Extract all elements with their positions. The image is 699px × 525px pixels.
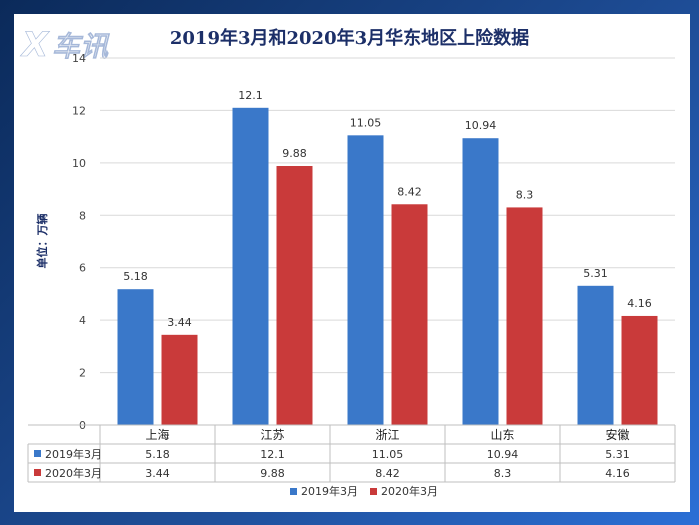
table-cell: 11.05 (372, 448, 404, 461)
table-cell: 5.18 (145, 448, 170, 461)
bar (506, 207, 543, 425)
table-cell: 4.16 (605, 467, 630, 480)
data-label: 8.42 (397, 185, 422, 198)
category-label: 安徽 (605, 427, 629, 442)
svg-text:X: X (20, 25, 50, 65)
table-cell: 3.44 (145, 467, 170, 480)
data-label: 11.05 (350, 116, 382, 129)
y-tick-label: 14 (72, 52, 86, 65)
table-legend-key (34, 469, 41, 476)
data-label: 10.94 (465, 119, 497, 132)
legend-label: 2020年3月 (381, 484, 438, 498)
y-tick-label: 10 (72, 157, 86, 170)
table-series-name: 2019年3月 (45, 447, 102, 461)
category-label: 山东 (490, 428, 514, 442)
table-legend-key (34, 450, 41, 457)
y-tick-label: 6 (79, 262, 86, 275)
y-tick-label: 2 (79, 367, 86, 380)
bar (391, 204, 428, 425)
table-cell: 8.42 (375, 467, 400, 480)
chart-title: 2019年3月和2020年3月华东地区上险数据 (169, 28, 530, 49)
table-cell: 9.88 (260, 467, 285, 480)
data-label: 8.3 (516, 188, 534, 201)
y-tick-label: 8 (79, 209, 86, 222)
bar (577, 285, 614, 425)
data-label: 5.31 (583, 267, 608, 280)
y-tick-label: 4 (79, 314, 86, 327)
bar (276, 166, 313, 425)
legend-label: 2019年3月 (301, 484, 358, 498)
table-series-name: 2020年3月 (45, 466, 102, 480)
bar (462, 138, 499, 426)
legend-key (370, 488, 377, 495)
bar (621, 315, 658, 425)
table-cell: 8.3 (494, 467, 512, 480)
category-label: 上海 (145, 427, 169, 442)
category-label: 江苏 (260, 428, 284, 442)
data-label: 3.44 (167, 316, 192, 329)
bar (161, 334, 198, 425)
legend-key (290, 488, 297, 495)
data-label: 9.88 (282, 147, 307, 160)
bar (232, 107, 269, 426)
bar (117, 289, 154, 425)
table-cell: 12.1 (260, 448, 285, 461)
data-label: 12.1 (238, 89, 263, 102)
table-cell: 5.31 (605, 448, 630, 461)
data-label: 4.16 (627, 297, 652, 310)
bar (347, 135, 384, 425)
table-cell: 10.94 (487, 448, 519, 461)
data-label: 5.18 (123, 270, 148, 283)
y-tick-label: 12 (72, 104, 86, 117)
category-label: 浙江 (375, 428, 399, 442)
